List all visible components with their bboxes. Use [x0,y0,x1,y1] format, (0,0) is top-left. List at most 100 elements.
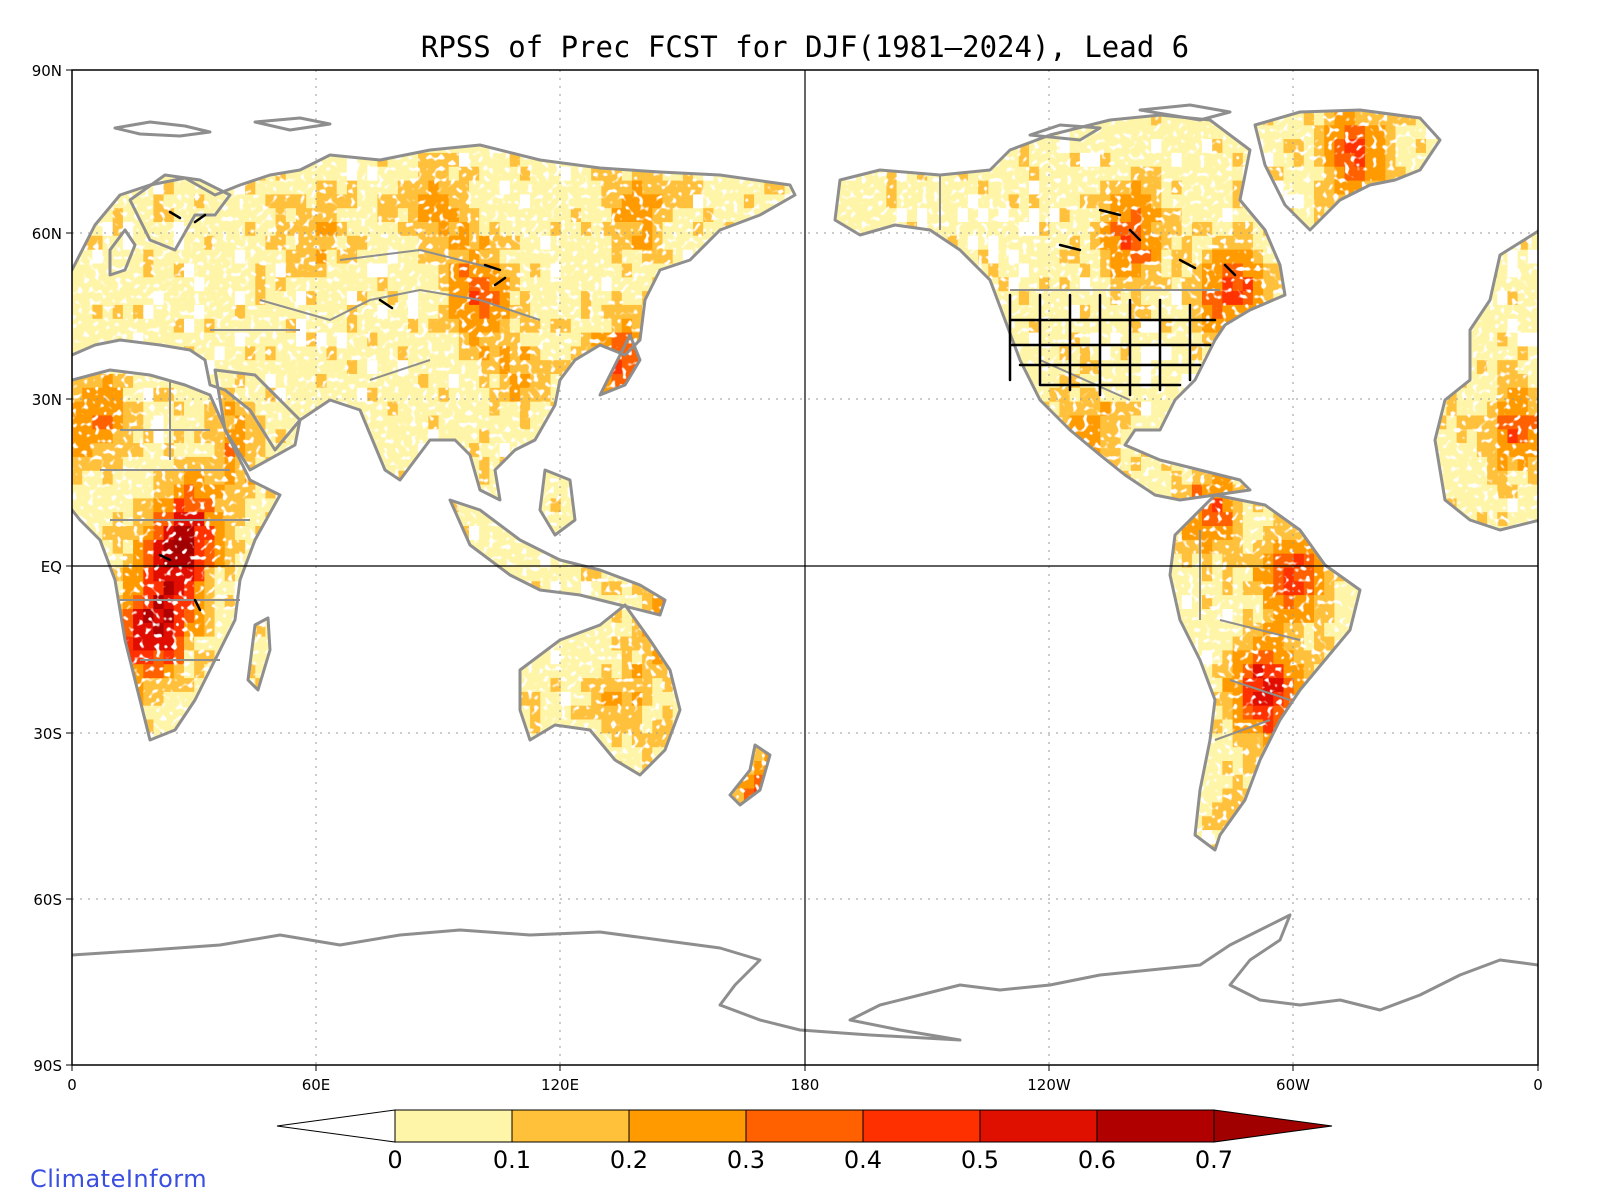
rpss-cell [723,512,735,527]
rpss-cell [438,526,450,541]
rpss-cell [1039,249,1050,265]
rpss-cell [428,332,440,347]
rpss-cell [469,374,480,389]
rpss-cell [743,484,755,499]
rpss-cell [1487,152,1498,168]
rpss-cell [662,526,674,541]
rpss-cell [743,222,755,237]
rpss-cell [1222,526,1234,541]
rpss-cell [713,346,725,361]
rpss-cell [1232,152,1244,168]
rpss-cell [224,470,236,486]
rpss-cell [723,484,735,499]
rpss-cell [581,526,592,541]
rpss-cell [1090,70,1101,84]
rpss-cell [1508,70,1519,84]
rpss-cell [957,139,969,154]
rpss-cell [560,443,572,458]
rpss-cell [1273,360,1285,375]
rpss-cell [927,152,938,168]
rpss-cell [1029,110,1040,112]
rpss-cell [296,180,307,195]
rpss-cell [917,346,928,361]
rpss-cell [1334,208,1346,223]
rpss-cell [1456,249,1468,265]
rpss-cell [917,360,928,375]
rpss-cell [1202,235,1213,251]
rpss-cell [743,470,755,486]
rpss-cell [856,70,867,84]
rpss-cell [1161,360,1173,375]
rpss-cell [143,249,155,265]
rpss-cell [1263,291,1274,306]
rpss-cell [387,291,399,306]
rpss-cell [367,484,378,499]
rpss-cell [540,263,552,278]
rpss-cell [1079,152,1091,168]
rpss-cell [733,125,745,140]
rpss-cell [479,401,490,417]
rpss-cell [1079,166,1091,182]
rpss-cell [357,235,368,251]
rpss-cell [82,484,93,499]
rpss-cell [662,194,674,209]
rpss-cell [1039,70,1050,84]
rpss-cell [1202,166,1213,182]
rpss-cell [408,222,419,237]
rpss-cell [815,429,826,444]
rpss-cell [631,222,643,237]
rpss-cell [327,70,338,84]
rpss-cell [1476,152,1488,168]
rpss-cell [601,498,613,513]
rpss-cell [733,429,745,444]
rpss-cell [693,111,704,126]
rpss-cell [1314,166,1325,182]
rpss-cell [794,346,806,361]
rpss-cell [1090,125,1101,140]
rpss-cell [1090,346,1101,361]
rpss-cell [92,291,104,306]
rpss-cell [1059,512,1071,527]
rpss-cell [438,346,450,361]
rpss-cell [784,539,796,555]
rpss-cell [652,84,663,98]
rpss-cell [275,429,287,444]
rpss-cell [1385,415,1397,430]
rpss-cell [438,208,450,223]
rpss-cell [265,235,277,251]
rpss-cell [1171,194,1183,209]
rpss-cell [764,111,776,126]
rpss-cell [1202,443,1213,458]
rpss-cell [1273,332,1285,347]
rpss-cell [550,291,562,306]
rpss-cell [1517,277,1529,292]
rpss-cell [428,263,440,278]
rpss-cell [550,456,562,472]
rpss-cell [1110,84,1121,98]
rpss-cell [540,111,552,126]
rpss-cell [1314,194,1325,209]
rpss-cell [642,429,653,444]
rpss-cell [1527,387,1538,403]
rpss-cell [1436,222,1447,237]
rpss-cell [754,456,765,472]
rpss-cell [845,332,857,347]
rpss-cell [367,180,378,195]
rpss-cell [1303,208,1315,223]
rpss-cell [835,208,847,223]
rpss-cell [1334,139,1346,154]
rpss-cell [550,512,562,527]
rpss-cell [947,263,959,278]
rpss-cell [611,539,623,555]
rpss-cell [1191,235,1203,251]
rpss-cell [876,249,888,265]
rpss-cell [377,304,389,320]
rpss-cell [998,291,1010,306]
rpss-cell [1527,304,1538,320]
rpss-cell [1110,360,1122,375]
rpss-cell [1049,111,1061,126]
rpss-cell [153,456,165,472]
rpss-cell [886,429,898,444]
rpss-cell [1426,111,1437,126]
